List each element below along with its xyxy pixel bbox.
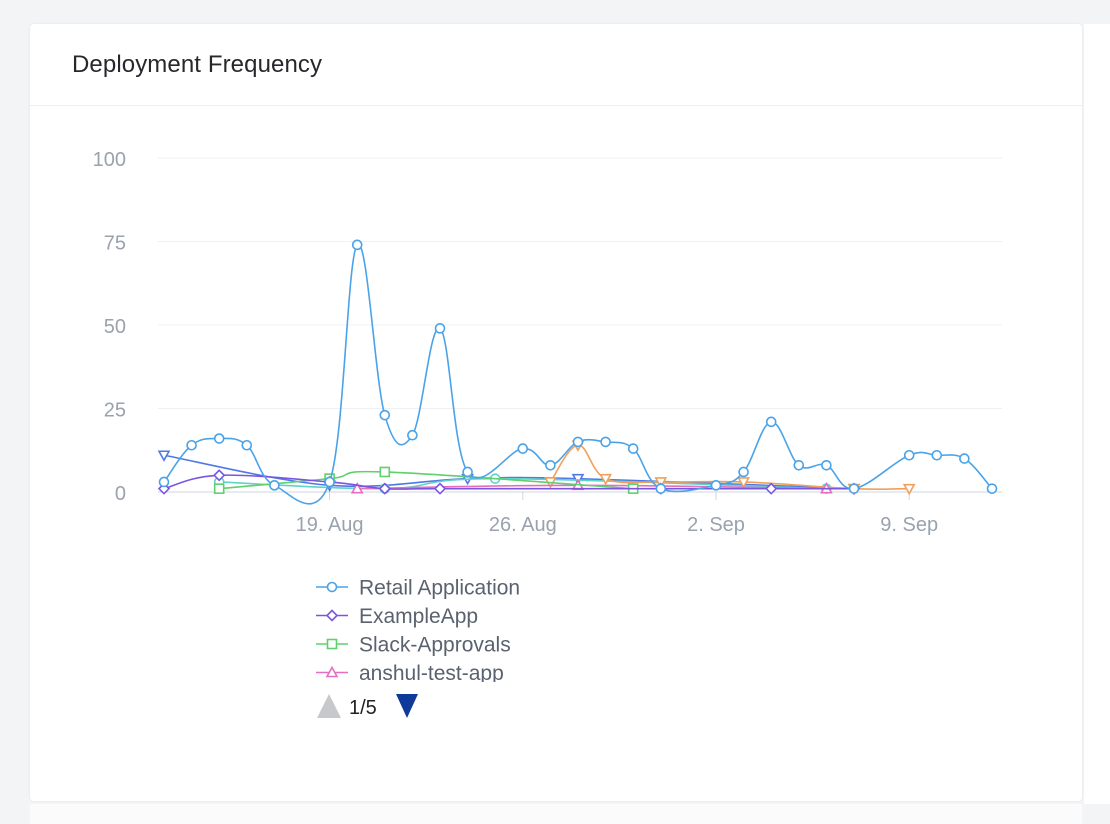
data-point (986, 483, 998, 494)
y-tick-label: 25 (104, 400, 126, 422)
legend-item: Retail Application (316, 577, 520, 600)
data-point (821, 459, 832, 471)
data-point (407, 429, 418, 441)
legend-pager: 1/5 (317, 694, 418, 719)
data-point (324, 476, 335, 488)
x-tick-label: 26. Aug (489, 514, 557, 536)
data-point (158, 476, 170, 488)
series-line (219, 470, 634, 490)
legend-item: Slack-Approvals (316, 634, 511, 657)
data-point (903, 449, 915, 461)
legend-label: Slack-Approvals (359, 634, 511, 657)
data-point (379, 466, 391, 478)
data-point (599, 473, 612, 486)
data-point (241, 439, 253, 451)
legend-swatch-marker (326, 638, 338, 650)
y-tick-label: 50 (104, 316, 126, 338)
y-tick-label: 100 (93, 149, 126, 171)
pager-up-arrow-icon[interactable] (317, 694, 341, 718)
series-retail-application (158, 239, 998, 505)
data-point (269, 480, 280, 491)
data-point (351, 239, 363, 251)
data-point (378, 482, 391, 495)
y-tick-label: 75 (104, 233, 126, 255)
legend-swatch-marker (325, 609, 339, 622)
data-point (213, 483, 225, 494)
data-point (350, 482, 364, 494)
deployment-frequency-panel: Deployment Frequency (30, 24, 1082, 801)
x-tick-label: 9. Sep (880, 514, 938, 536)
data-point (572, 436, 584, 448)
data-point (655, 483, 667, 494)
legend-label: ExampleApp (359, 605, 478, 628)
pager-text: 1/5 (349, 697, 377, 719)
legend-label: anshul-test-app (359, 662, 504, 685)
legend-label: Retail Application (359, 577, 520, 600)
data-point (213, 433, 225, 444)
x-tick-label: 2. Sep (687, 514, 745, 536)
panel-header: Deployment Frequency (30, 24, 1082, 106)
data-point (738, 466, 749, 478)
data-point (737, 477, 750, 489)
data-point (765, 482, 778, 495)
bottom-edge-panel (30, 804, 1082, 824)
data-point (931, 449, 943, 461)
data-point (157, 450, 171, 462)
series-line (163, 243, 993, 505)
panel-title: Deployment Frequency (72, 51, 323, 78)
data-point (793, 459, 805, 471)
x-tick-label: 19. Aug (296, 514, 364, 536)
data-point (654, 477, 668, 489)
data-point (848, 483, 860, 494)
right-edge-panel (1084, 24, 1110, 804)
data-point (213, 469, 226, 482)
data-point (902, 483, 916, 496)
data-point (517, 443, 529, 454)
legend-item: anshul-test-app (316, 662, 504, 685)
data-point (710, 480, 722, 491)
data-point (379, 409, 391, 421)
legend-items: Retail Application ExampleApp Slack-Approv… (316, 577, 520, 685)
data-point (433, 482, 447, 495)
data-point (545, 459, 556, 471)
data-point (462, 466, 473, 478)
y-tick-label: 0 (115, 483, 126, 505)
legend-swatch-marker (326, 581, 338, 593)
pager-down-arrow-icon[interactable] (396, 694, 418, 718)
data-point (765, 416, 777, 428)
series-line (219, 477, 827, 490)
data-point (186, 439, 197, 451)
data-point (959, 453, 970, 464)
data-point (434, 323, 446, 334)
series-line (163, 474, 854, 490)
data-point (627, 443, 639, 454)
data-point (600, 436, 611, 448)
legend-item: ExampleApp (316, 605, 478, 628)
chart-legend: Retail Application ExampleApp Slack-Approv… (316, 577, 520, 719)
legend-swatch-marker (325, 665, 339, 678)
